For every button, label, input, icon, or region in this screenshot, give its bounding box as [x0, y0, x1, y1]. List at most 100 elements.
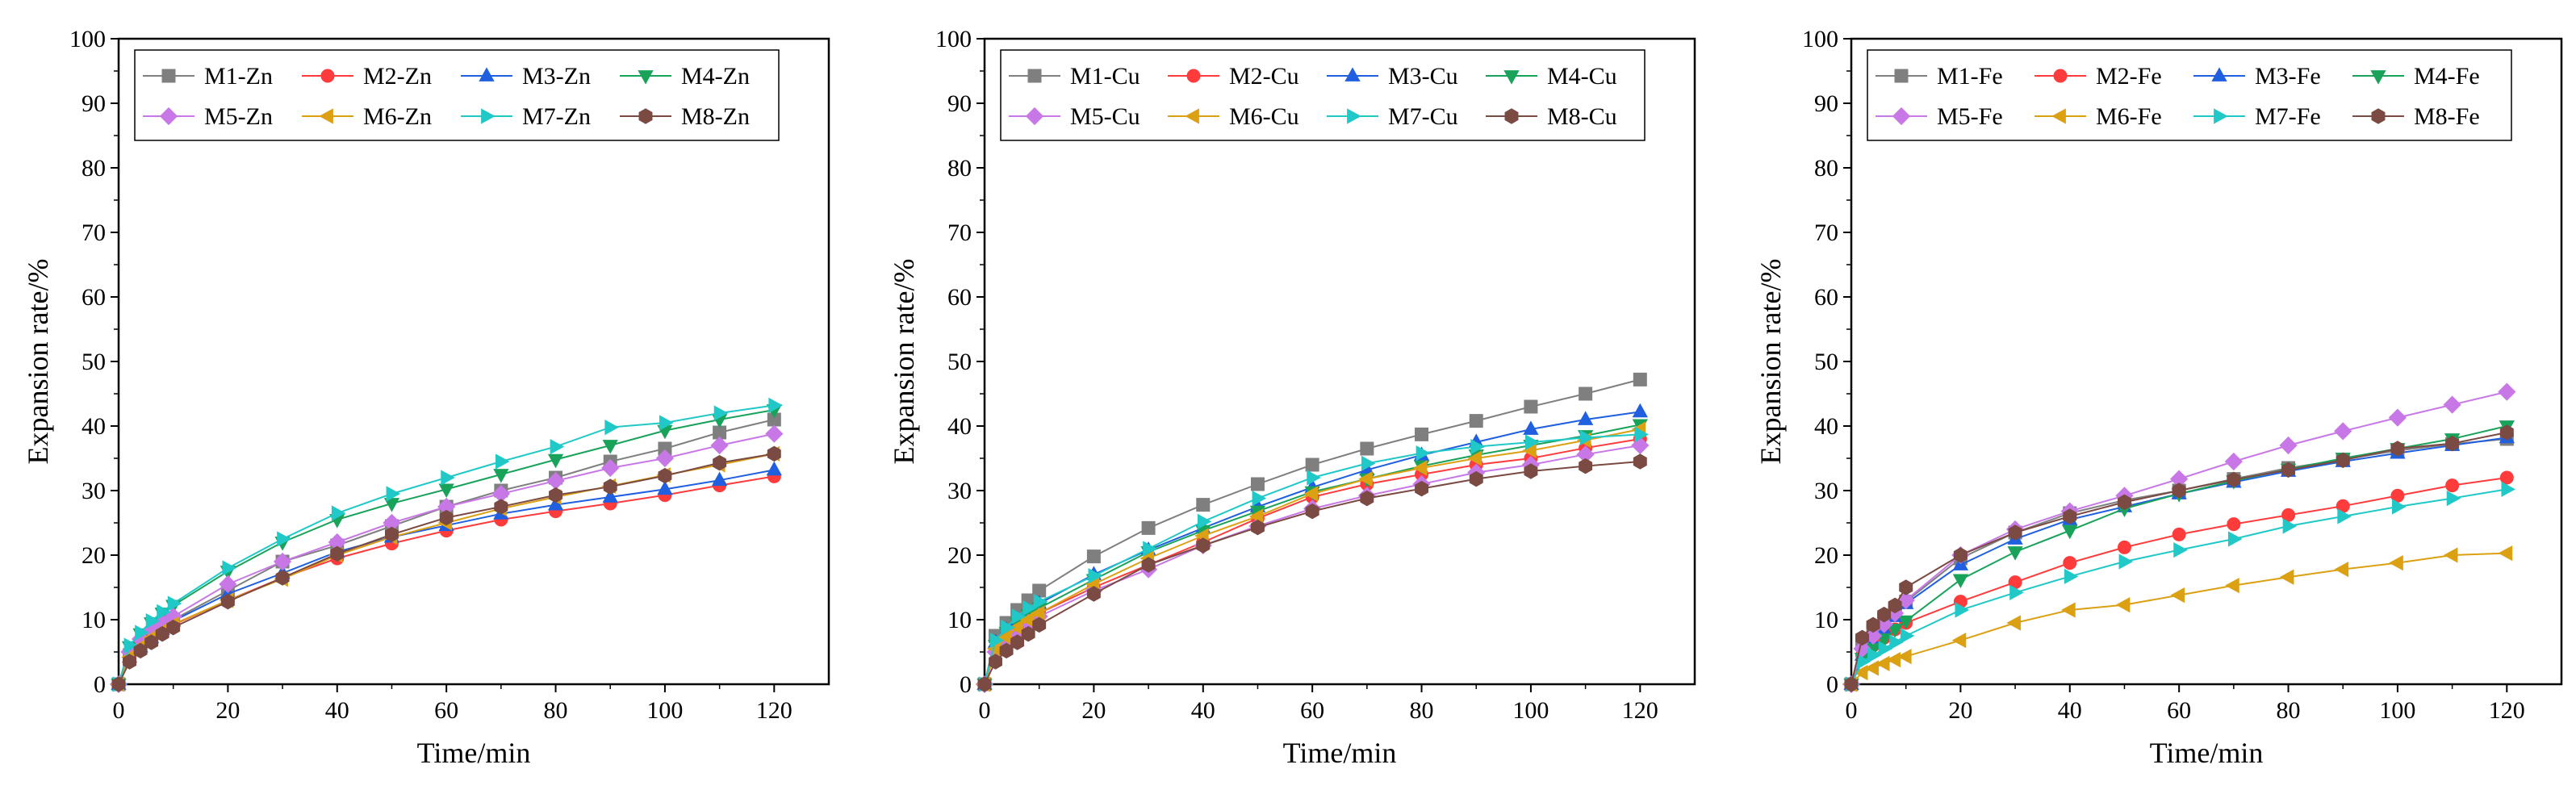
legend-swatch-marker: [1027, 69, 1042, 83]
data-point-M7-Zn: [277, 531, 291, 547]
data-point-M3-Zn: [711, 471, 728, 487]
data-point-M7-Zn: [135, 625, 149, 641]
legend-entry-label: M4-Fe: [2414, 63, 2480, 90]
data-point-M8-Zn: [713, 454, 727, 471]
y-tick-label: 10: [82, 607, 106, 633]
y-tick-label: 40: [1814, 413, 1838, 440]
data-point-M7-Cu: [1307, 470, 1321, 486]
data-point-M7-Cu: [1470, 438, 1485, 455]
data-point-M8-Zn: [767, 445, 781, 462]
data-point-M6-Fe: [1853, 664, 1868, 681]
data-point-M8-Zn: [166, 619, 181, 636]
data-point-M5-Fe: [2334, 422, 2352, 441]
data-point-M3-Cu: [1523, 420, 1539, 435]
data-point-M6-Cu: [1412, 460, 1428, 476]
data-point-M8-Cu: [1633, 453, 1647, 470]
data-point-M6-Fe: [2225, 577, 2239, 594]
data-point-M8-Fe: [2499, 424, 2514, 441]
legend-box: [1867, 49, 2512, 141]
data-point-M8-Zn: [603, 478, 617, 495]
data-point-M8-Fe: [1844, 676, 1859, 692]
x-tick-label: 80: [2277, 697, 2301, 724]
data-point-M7-Fe: [2446, 490, 2461, 507]
chart-panel-fe: Expansion rate/% Time/min 0 20 40 60 80 100 12…: [1754, 26, 2563, 769]
data-point-M5-Fe: [2388, 408, 2407, 427]
y-tick-label: 90: [947, 90, 972, 117]
data-point-M8-Fe: [2117, 494, 2131, 511]
data-point-M1-Zn: [658, 441, 672, 456]
data-point-M8-Cu: [1196, 537, 1211, 554]
data-point-M8-Fe: [1953, 547, 1968, 563]
data-point-M1-Cu: [1469, 414, 1483, 428]
legend-entry-label: M6-Fe: [2096, 103, 2162, 130]
data-point-M3-Cu: [1632, 403, 1648, 418]
data-point-M7-Fe: [2227, 531, 2243, 547]
data-point-M6-Fe: [2170, 587, 2185, 604]
data-point-M4-Zn: [493, 469, 509, 483]
data-point-M7-Cu: [1525, 434, 1540, 450]
series-M7-Cu: [979, 426, 1649, 692]
legend-entry-label: M8-Zn: [681, 103, 750, 130]
x-tick-label: 0: [979, 697, 991, 724]
series-M8-Zn: [111, 445, 781, 692]
data-point-M7-Zn: [550, 438, 565, 455]
data-point-M7-Zn: [768, 397, 783, 414]
data-point-M4-Fe: [2062, 524, 2078, 540]
data-point-M1-Cu: [1633, 372, 1647, 386]
data-point-M4-Fe: [2007, 546, 2023, 561]
legend-entry-label: M8-Cu: [1547, 103, 1617, 130]
y-tick-label: 30: [1814, 478, 1838, 504]
data-point-M6-Fe: [2115, 596, 2131, 613]
data-point-M7-Fe: [2501, 481, 2515, 498]
legend-entry-label: M3-Cu: [1388, 63, 1458, 90]
data-point-M6-Fe: [1864, 660, 1879, 676]
legend-swatch-marker: [1186, 69, 1201, 83]
y-tick-label: 60: [947, 284, 972, 311]
y-tick-label: 50: [82, 349, 106, 375]
data-point-M7-Zn: [386, 486, 401, 502]
x-tick-label: 80: [544, 697, 568, 724]
x-tick-label: 0: [1846, 697, 1858, 724]
y-tick-label: 50: [1814, 349, 1838, 375]
x-axis-label: Time/min: [2150, 737, 2264, 769]
data-point-M7-Cu: [1634, 426, 1649, 443]
data-point-M7-Fe: [1878, 641, 1893, 657]
legend-swatch-marker: [481, 108, 496, 124]
data-point-M4-Fe: [1898, 615, 1914, 630]
data-point-M5-Zn: [655, 449, 675, 468]
data-point-M8-Fe: [2172, 483, 2186, 499]
y-tick-label: 80: [1814, 155, 1838, 182]
legend-entry-label: M2-Cu: [1229, 63, 1299, 90]
legend-entry-label: M7-Zn: [522, 103, 591, 130]
data-point-M4-Zn: [602, 440, 618, 454]
data-point-M8-Fe: [1866, 616, 1880, 633]
legend-swatch-marker: [2370, 70, 2386, 85]
y-tick-label: 10: [1814, 607, 1838, 633]
data-point-M7-Fe: [2118, 554, 2134, 570]
data-point-M8-Fe: [1877, 606, 1892, 623]
legend-entry-label: M6-Cu: [1229, 103, 1299, 130]
y-axis-label: Expansion rate/%: [1754, 259, 1787, 465]
data-point-M7-Cu: [1361, 455, 1376, 472]
data-point-M5-Zn: [219, 574, 237, 594]
legend-swatch-marker: [1894, 69, 1909, 83]
data-point-M6-Fe: [2006, 615, 2021, 631]
y-tick-label: 80: [947, 155, 972, 182]
data-point-M8-Fe: [2336, 452, 2350, 469]
data-point-M8-Cu: [1032, 616, 1047, 633]
data-point-M7-Cu: [1143, 541, 1157, 557]
data-point-M7-Fe: [2173, 541, 2188, 558]
x-tick-label: 20: [1081, 697, 1106, 724]
data-point-M7-Cu: [1088, 567, 1103, 584]
y-tick-label: 50: [947, 349, 972, 375]
data-point-M7-Fe: [2337, 508, 2352, 524]
legend-swatch-marker: [638, 70, 654, 85]
data-point-M7-Zn: [659, 415, 674, 431]
data-point-M8-Zn: [220, 593, 235, 610]
data-point-M3-Cu: [1577, 411, 1594, 425]
x-tick-label: 80: [1410, 697, 1434, 724]
data-point-M4-Fe: [1952, 574, 1969, 589]
legend-swatch-marker: [1344, 67, 1361, 81]
data-point-M1-Cu: [1032, 583, 1047, 598]
data-point-M8-Zn: [439, 509, 454, 526]
